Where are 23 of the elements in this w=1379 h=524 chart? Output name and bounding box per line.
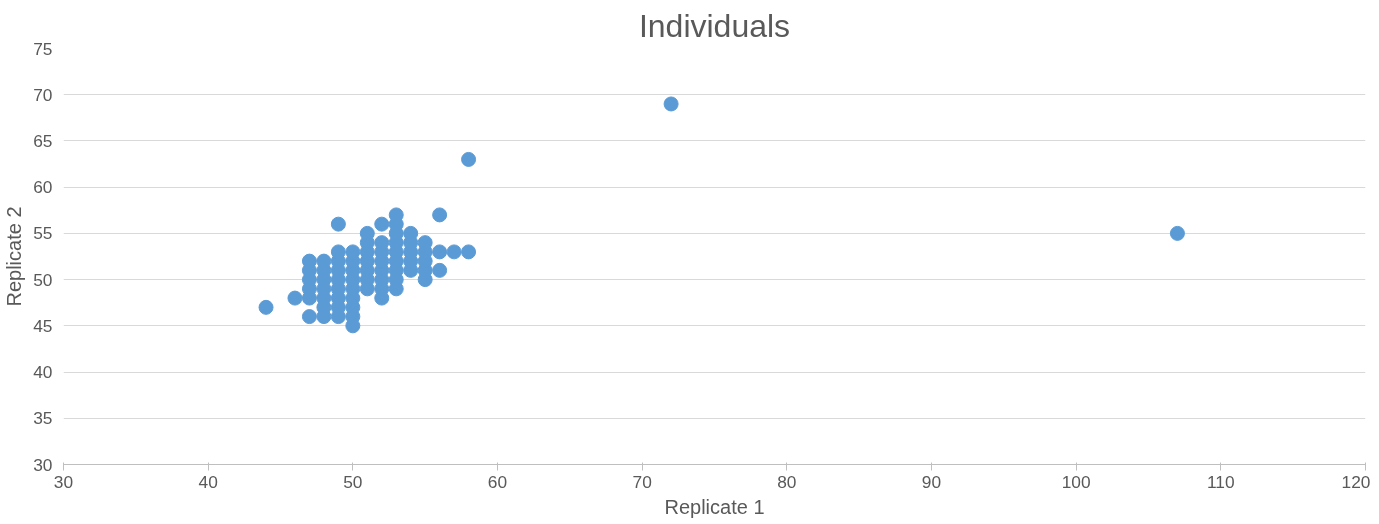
y-tick-label: 30 [33, 454, 53, 475]
x-tick-label: 120 [1341, 471, 1371, 492]
y-axis-title: Replicate 2 [3, 206, 26, 307]
x-tick-label: 50 [343, 471, 363, 492]
y-tick-label: 45 [33, 315, 53, 336]
x-tick-label: 90 [921, 471, 942, 492]
y-tick-label: 75 [33, 38, 53, 59]
chart-title: Individuals [638, 7, 791, 44]
x-tick-label: 80 [777, 471, 797, 492]
x-tick-label: 70 [632, 471, 652, 492]
y-tick-label: 55 [33, 223, 53, 244]
y-tick-label: 60 [33, 177, 53, 198]
x-tick-label: 30 [53, 471, 74, 492]
y-tick-label: 50 [33, 269, 53, 290]
y-tick-label: 35 [33, 408, 53, 429]
x-tick-label: 110 [1207, 471, 1235, 492]
x-axis-title: Replicate 1 [664, 495, 765, 518]
x-tick-label: 100 [1061, 471, 1091, 492]
y-tick-label: 70 [33, 84, 53, 105]
y-tick-label: 40 [33, 362, 53, 383]
y-tick-label: 65 [33, 130, 53, 151]
x-tick-label: 40 [198, 471, 218, 492]
x-tick-label: 60 [487, 471, 508, 492]
